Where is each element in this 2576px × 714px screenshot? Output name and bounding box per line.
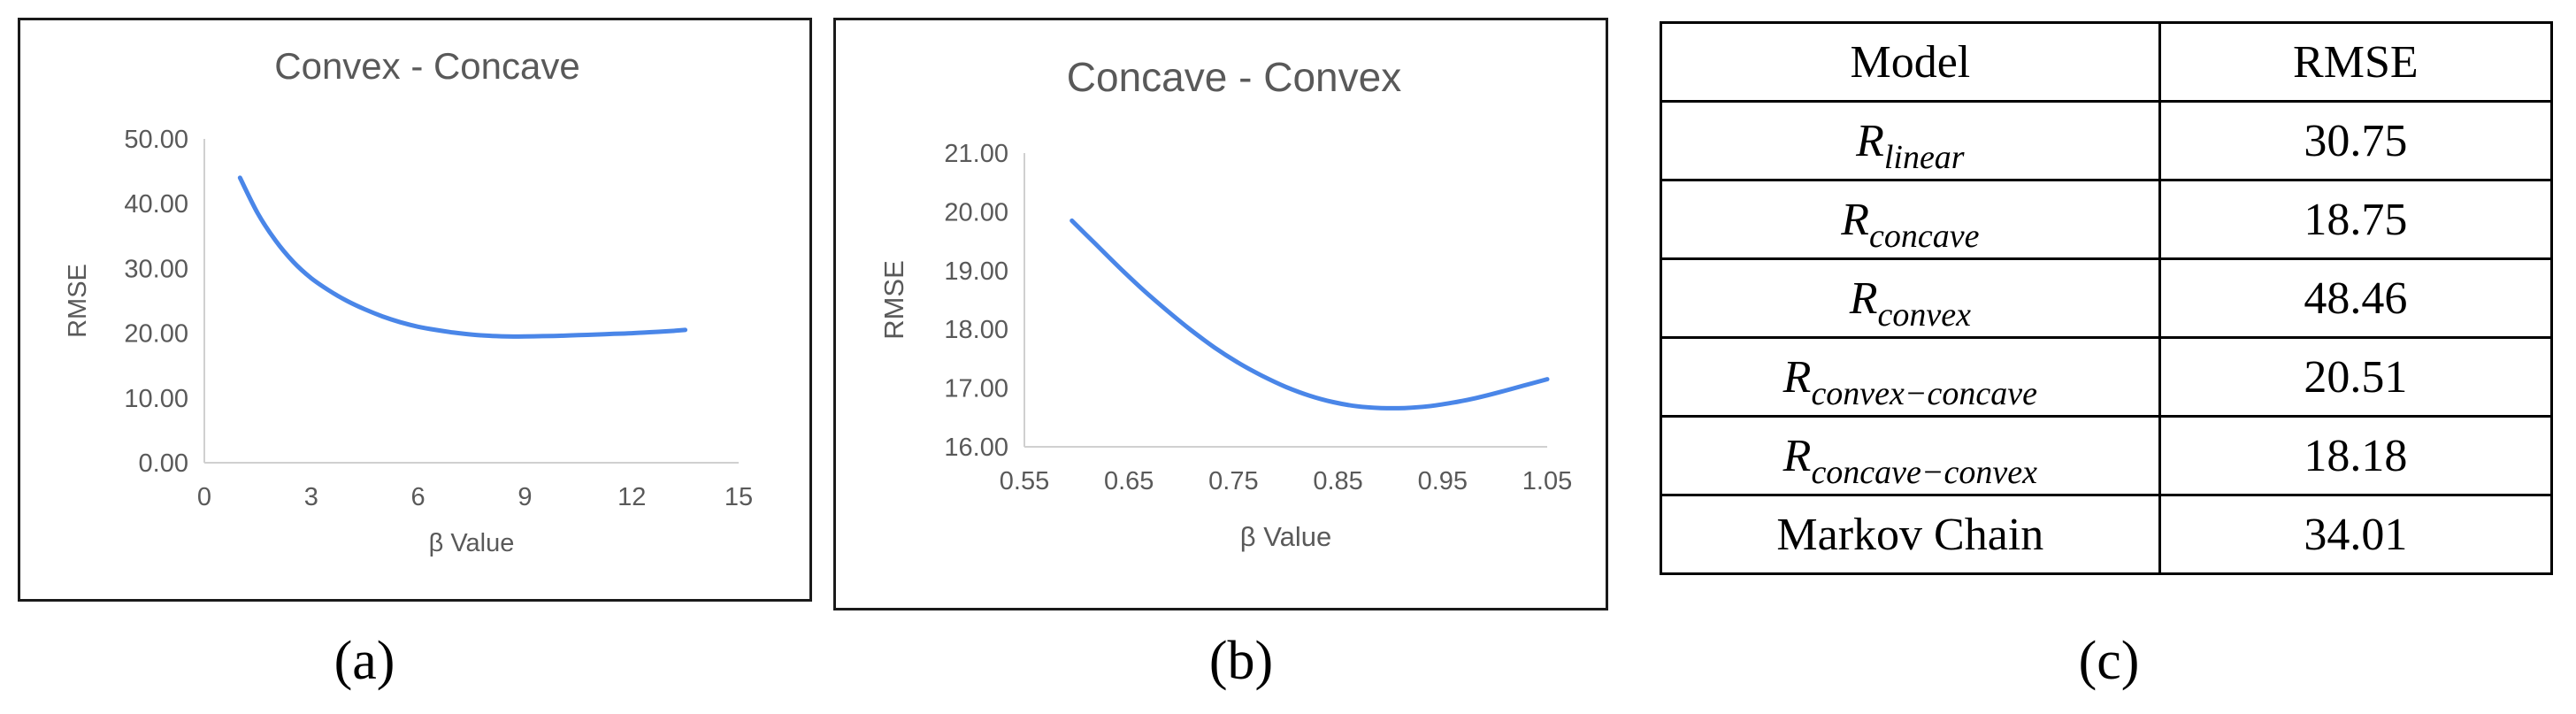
- model-cell: Rlinear: [1660, 100, 2161, 181]
- y-axis-label: RMSE: [878, 260, 909, 340]
- x-tick-label: 0.95: [1418, 467, 1468, 495]
- model-symbol: R: [1782, 430, 1812, 481]
- y-tick-label: 20.00: [944, 198, 1008, 226]
- y-tick-label: 21.00: [944, 140, 1008, 168]
- caption-b: (b): [1208, 631, 1274, 691]
- rmse-value-cell: 34.01: [2158, 494, 2554, 575]
- chart-panel-b: Concave - Convex 0.55 0.65 0.75 0.85 0.95 1.05…: [833, 18, 1608, 610]
- rmse-value-cell: 48.46: [2158, 257, 2554, 339]
- table-row: Markov Chain 34.01: [1660, 494, 2554, 575]
- model-cell: Rconvex−concave: [1660, 336, 2161, 418]
- model-name: Markov Chain: [1776, 509, 2044, 560]
- x-tick-label: 9: [518, 483, 532, 511]
- rmse-value-cell: 18.75: [2158, 179, 2554, 260]
- x-axis-label: β Value: [1240, 521, 1331, 552]
- x-tick-label: 15: [724, 483, 753, 511]
- rmse-value-cell: 30.75: [2158, 100, 2554, 181]
- x-tick-label: 0.65: [1104, 467, 1154, 495]
- y-tick-label: 40.00: [124, 190, 188, 219]
- rmse-value-cell: 20.51: [2158, 336, 2554, 418]
- series-line: [1070, 218, 1550, 411]
- y-tick-label: 19.00: [944, 257, 1008, 286]
- model-symbol: R: [1841, 194, 1869, 245]
- chart-b: Concave - Convex 0.55 0.65 0.75 0.85 0.95 1.05…: [878, 54, 1572, 552]
- x-tick-label: 1.05: [1522, 467, 1572, 495]
- model-cell: Rconcave−convex: [1660, 415, 2161, 496]
- model-subscript: concave: [1868, 217, 1980, 255]
- y-tick-label: 20.00: [124, 320, 188, 349]
- table-row: Rconcave 18.75: [1660, 179, 2554, 260]
- y-tick-label: 18.00: [944, 316, 1008, 344]
- table-row: Rconvex 48.46: [1660, 257, 2554, 339]
- y-tick-label: 16.00: [944, 434, 1008, 462]
- y-tick-label: 10.00: [124, 385, 188, 413]
- table-row: Rconvex−concave 20.51: [1660, 336, 2554, 418]
- column-header-rmse: RMSE: [2158, 21, 2554, 103]
- model-subscript: concave−convex: [1811, 453, 2038, 491]
- table-body: Rlinear 30.75 Rconcave 18.75 Rconvex 48.46 Rco…: [1660, 100, 2554, 575]
- model-symbol: R: [1849, 273, 1878, 324]
- y-tick-label: 17.00: [944, 375, 1008, 403]
- model-cell: Rconcave: [1660, 179, 2161, 260]
- model-cell: Markov Chain: [1660, 494, 2161, 575]
- chart-title: Concave - Convex: [1067, 54, 1401, 100]
- model-cell: Rconvex: [1660, 257, 2161, 339]
- x-tick-label: 6: [411, 483, 426, 511]
- model-subscript: convex−concave: [1811, 374, 2038, 412]
- model-symbol: R: [1782, 351, 1812, 403]
- x-tick-label: 3: [304, 483, 318, 511]
- chart-title: Convex - Concave: [274, 45, 580, 87]
- rmse-table: Model RMSE Rlinear 30.75 Rconcave 18.75 Rcon…: [1660, 21, 2554, 575]
- series-line: [237, 175, 688, 339]
- table-header-row: Model RMSE: [1660, 21, 2554, 103]
- x-tick-label: 0.85: [1313, 467, 1362, 495]
- x-tick-label: 0.55: [1000, 467, 1049, 495]
- x-tick-label: 0: [197, 483, 211, 511]
- x-tick-label: 0.75: [1208, 467, 1258, 495]
- y-tick-label: 50.00: [124, 126, 188, 154]
- caption-c: (c): [2078, 631, 2140, 691]
- model-subscript: linear: [1883, 138, 1965, 176]
- chart-panel-a: Convex - Concave 0 3 6 9 12 15 0.00 10.00 20.00 30…: [18, 18, 812, 602]
- x-tick-label: 12: [617, 483, 646, 511]
- model-symbol: R: [1856, 115, 1884, 166]
- y-axis-label: RMSE: [64, 264, 92, 338]
- rmse-value-cell: 18.18: [2158, 415, 2554, 496]
- chart-a: Convex - Concave 0 3 6 9 12 15 0.00 10.00 20.00 30…: [64, 45, 753, 557]
- x-axis-label: β Value: [429, 529, 515, 557]
- column-header-model: Model: [1660, 21, 2161, 103]
- model-subscript: convex: [1877, 296, 1971, 334]
- table-row: Rlinear 30.75: [1660, 100, 2554, 181]
- caption-a: (a): [334, 631, 395, 691]
- y-tick-label: 0.00: [139, 449, 188, 478]
- table-row: Rconcave−convex 18.18: [1660, 415, 2554, 496]
- y-tick-label: 30.00: [124, 255, 188, 283]
